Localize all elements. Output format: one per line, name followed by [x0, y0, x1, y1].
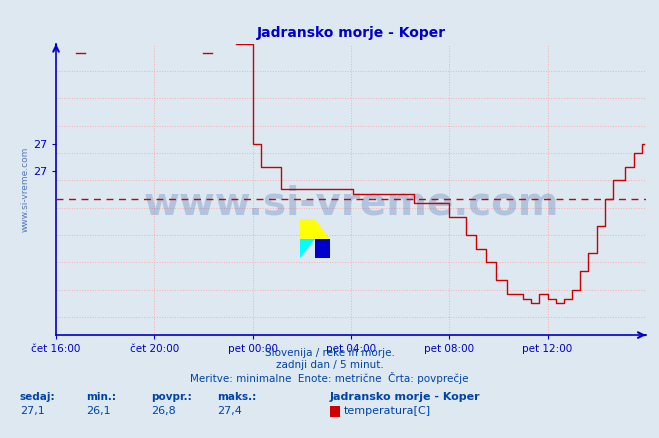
- Polygon shape: [300, 219, 315, 239]
- Text: 27,1: 27,1: [20, 406, 45, 417]
- Text: Jadransko morje - Koper: Jadransko morje - Koper: [330, 392, 480, 402]
- Polygon shape: [300, 239, 315, 258]
- Text: 27,4: 27,4: [217, 406, 243, 417]
- Text: 26,1: 26,1: [86, 406, 110, 417]
- Text: maks.:: maks.:: [217, 392, 257, 402]
- Text: temperatura[C]: temperatura[C]: [344, 406, 431, 417]
- Y-axis label: www.si-vreme.com: www.si-vreme.com: [21, 147, 30, 232]
- Text: Slovenija / reke in morje.: Slovenija / reke in morje.: [264, 348, 395, 358]
- Polygon shape: [300, 219, 330, 239]
- Text: zadnji dan / 5 minut.: zadnji dan / 5 minut.: [275, 360, 384, 370]
- Text: www.si-vreme.com: www.si-vreme.com: [143, 185, 559, 223]
- Text: sedaj:: sedaj:: [20, 392, 55, 402]
- Text: 26,8: 26,8: [152, 406, 177, 417]
- Text: min.:: min.:: [86, 392, 116, 402]
- Title: Jadransko morje - Koper: Jadransko morje - Koper: [256, 26, 445, 40]
- Text: povpr.:: povpr.:: [152, 392, 192, 402]
- Polygon shape: [315, 239, 330, 258]
- Text: Meritve: minimalne  Enote: metrične  Črta: povprečje: Meritve: minimalne Enote: metrične Črta:…: [190, 372, 469, 384]
